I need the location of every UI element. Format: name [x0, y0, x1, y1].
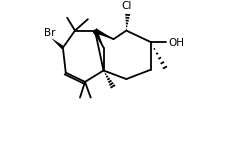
Polygon shape	[93, 29, 104, 48]
Text: Br: Br	[44, 28, 55, 39]
Text: Cl: Cl	[122, 1, 132, 11]
Polygon shape	[94, 28, 114, 39]
Text: OH: OH	[168, 38, 184, 48]
Polygon shape	[51, 38, 64, 49]
